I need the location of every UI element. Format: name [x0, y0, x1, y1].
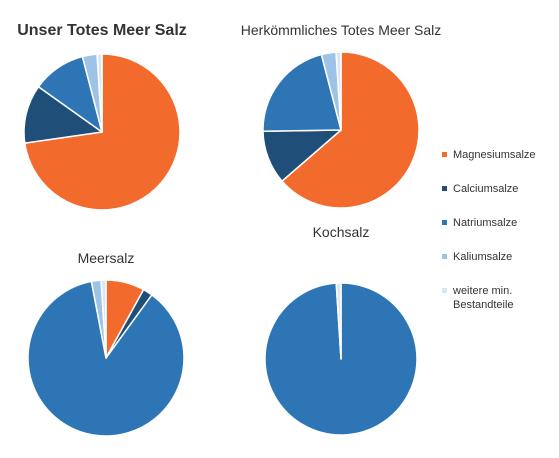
pie-title-meersalz: Meersalz [77, 250, 135, 266]
legend-label: Magnesiumsalze [453, 149, 536, 161]
pie-slice-kochsalz-weitere-bestandteile [335, 282, 342, 360]
legend-swatch [442, 254, 447, 259]
pie-slice-herkoemmliches-salz-natriumsalze [262, 53, 342, 132]
legend-item: weitere min. Bestandteile [442, 284, 557, 318]
legend-swatch [442, 220, 447, 225]
legend-item: Kaliumsalze [442, 250, 557, 284]
legend-label: Natriumsalze [453, 217, 518, 229]
pie-slice-herkoemmliches-salz-weitere-bestandteile [335, 51, 342, 131]
legend-item: Natriumsalze [442, 216, 557, 250]
legend-label: Calciumsalze [453, 183, 519, 195]
legend: Magnesiumsalze Calciumsalze Natriumsalze Ka… [442, 148, 557, 318]
pie-slice-herkoemmliches-salz-magnesiumsalze [281, 51, 420, 209]
pie-title-unser-totes-meer-salz: Unser Totes Meer Salz [17, 22, 187, 39]
legend-label: Kaliumsalze [453, 251, 513, 263]
legend-item: Calciumsalze [442, 182, 557, 216]
pie-title-herkoemmliches-totes-meer-salz: Herkömmliches Totes Meer Salz [240, 22, 442, 38]
pie-title-kochsalz: Kochsalz [312, 224, 370, 240]
pie-slice-meersalz-weitere-bestandteile [100, 279, 107, 359]
legend-label: weitere min. Bestandteile [453, 285, 514, 311]
legend-swatch [442, 186, 447, 191]
legend-item: Magnesiumsalze [442, 148, 557, 182]
legend-swatch [442, 152, 447, 157]
pie-slice-unser-totes-meer-salz-calciumsalze [23, 86, 103, 144]
pie-slice-unser-totes-meer-salz-weitere-bestandteile [96, 53, 103, 133]
legend-swatch [442, 288, 447, 293]
